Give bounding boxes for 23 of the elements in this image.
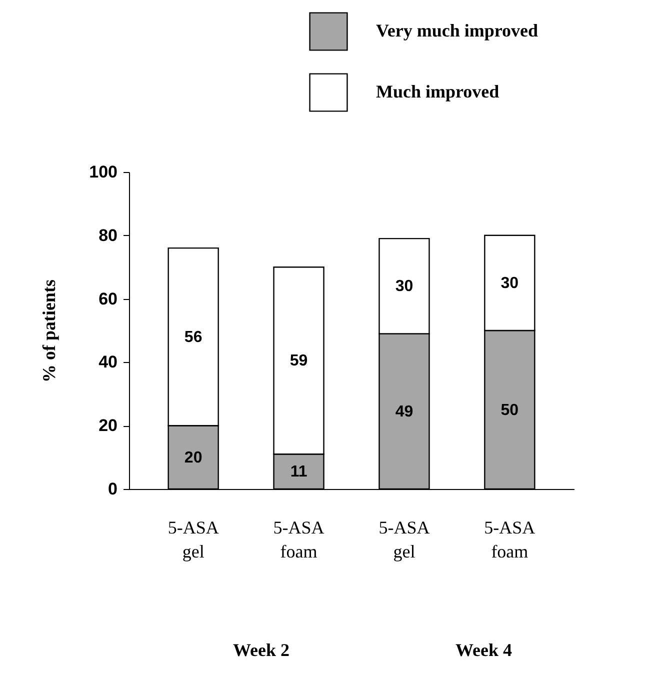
x-tick-label: 5-ASA gel xyxy=(168,518,219,562)
data-label: 20 xyxy=(184,449,202,466)
text: Week 4 xyxy=(454,640,513,661)
y-axis-title: % of patients xyxy=(39,280,60,382)
data-label: 56 xyxy=(184,328,202,346)
x-tick-label: 5-ASA foam xyxy=(273,518,324,562)
y-tick-label: 80 xyxy=(98,226,118,245)
data-label: 30 xyxy=(395,278,414,296)
data-label: 59 xyxy=(290,352,308,370)
y-tick-label: 40 xyxy=(98,352,118,372)
data-label: 30 xyxy=(500,274,519,292)
data-label: 50 xyxy=(500,402,519,419)
legend-label: Very much improved xyxy=(376,20,538,40)
data-label: 49 xyxy=(395,403,414,420)
legend-label: Much improved xyxy=(376,82,500,102)
data-label: 11 xyxy=(290,464,308,481)
y-tick-label: 0 xyxy=(108,480,118,498)
y-tick-label: 20 xyxy=(98,416,118,436)
x-tick-label: 5-ASA foam xyxy=(484,518,536,562)
x-tick-label: 5-ASA gel xyxy=(378,518,430,562)
y-tick-label: 60 xyxy=(98,289,118,308)
y-tick-label: 100 xyxy=(89,162,118,182)
text: Week 2 xyxy=(232,640,290,661)
